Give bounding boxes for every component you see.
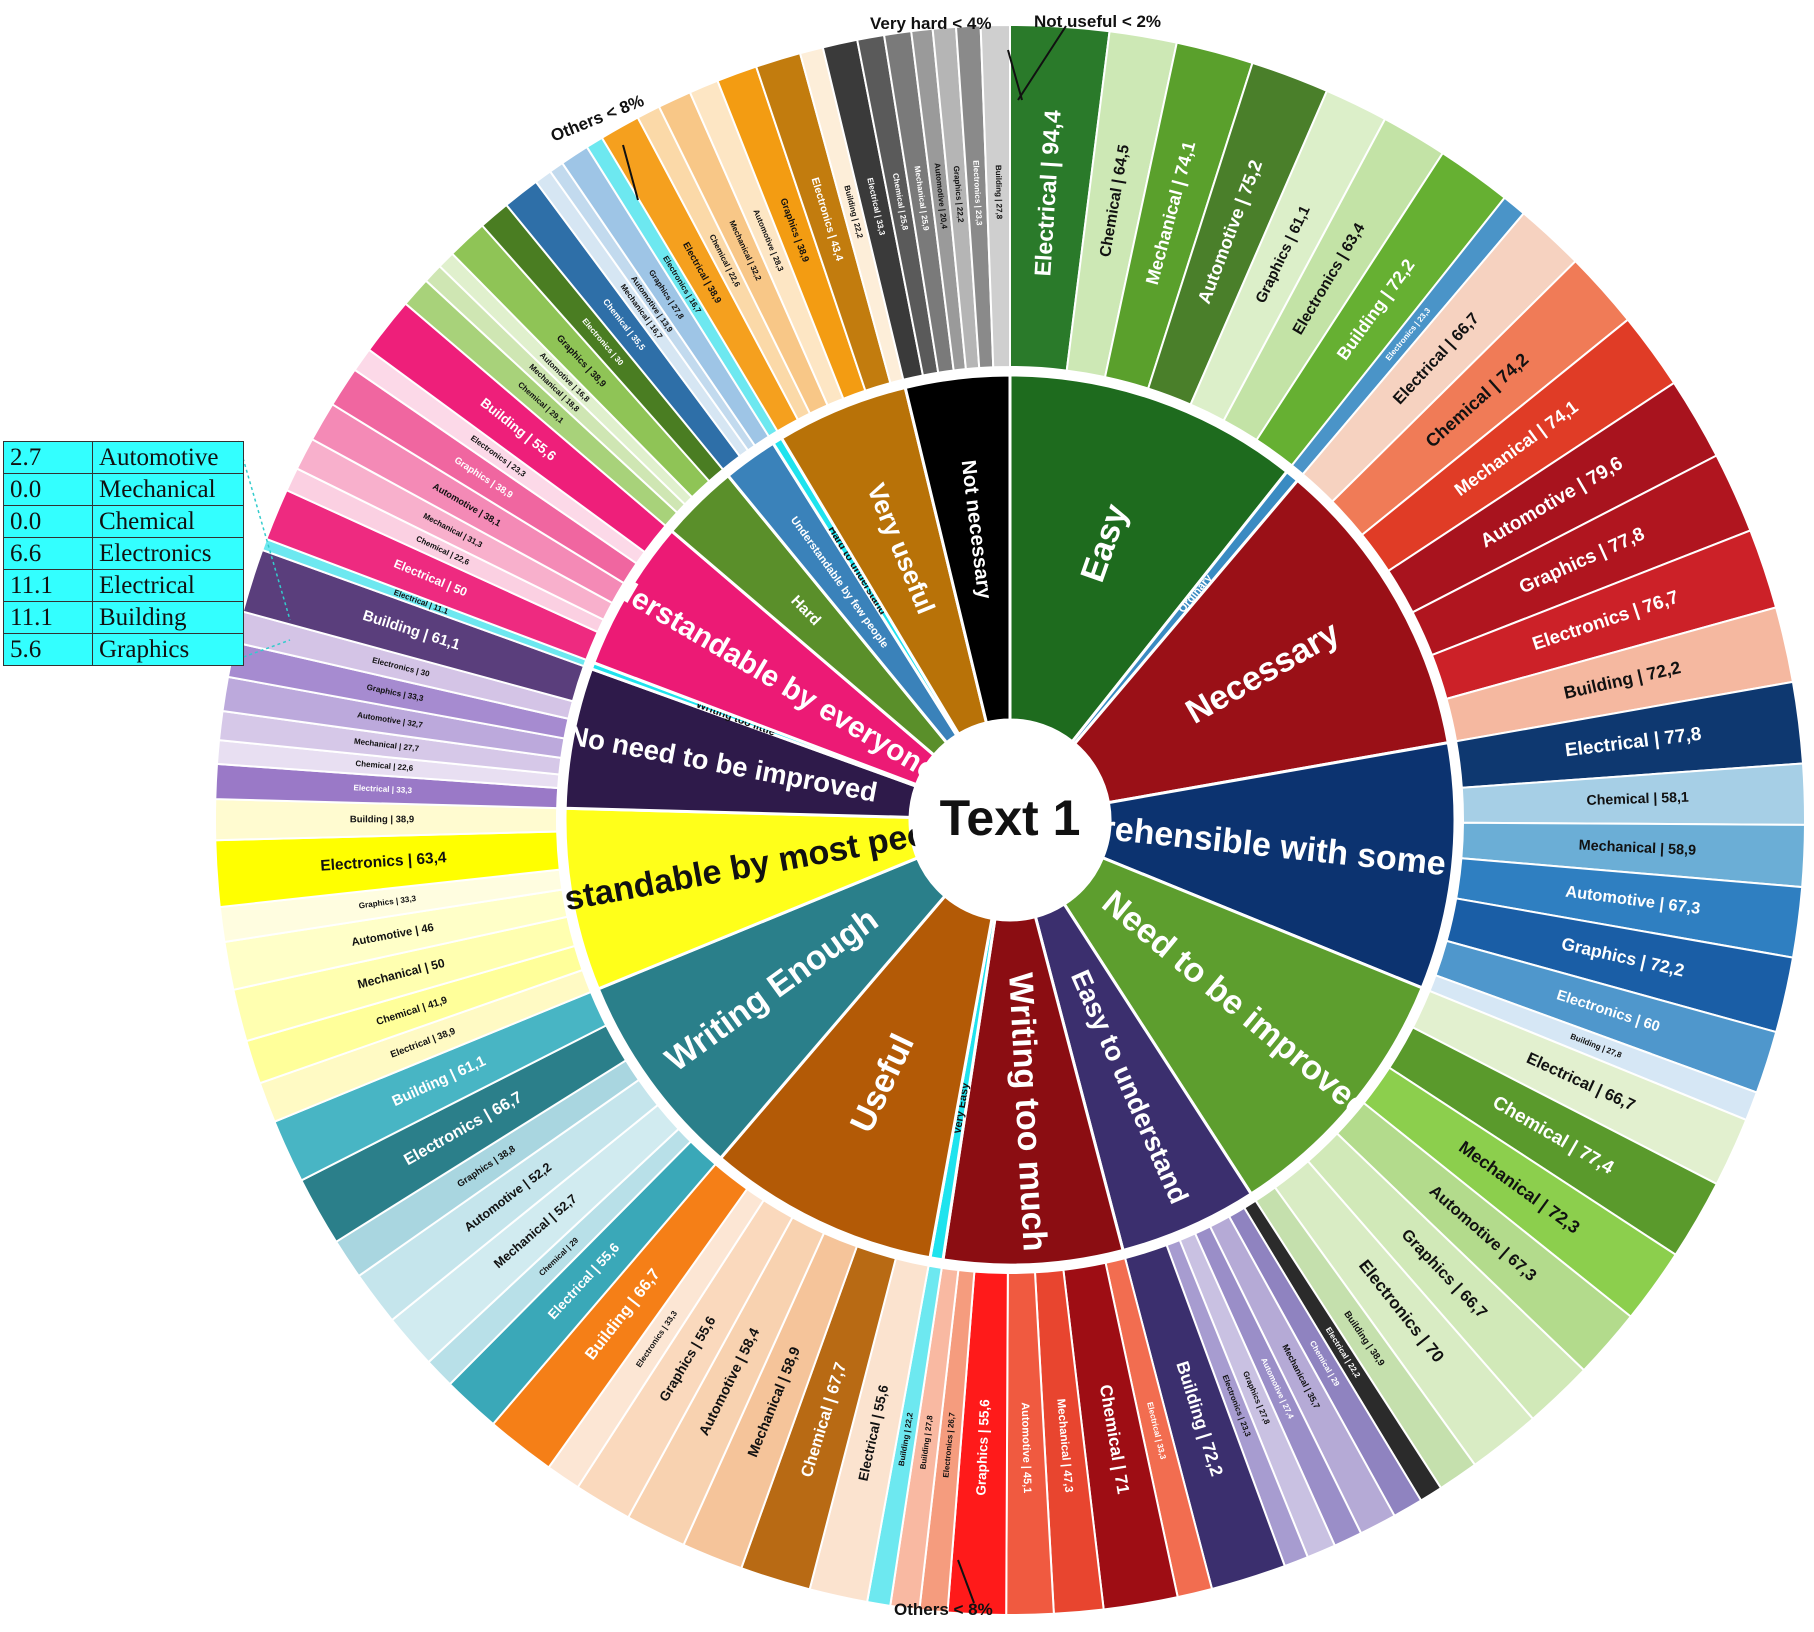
table-label: Chemical	[92, 505, 244, 538]
specialty-label: Building | 27,8	[994, 165, 1004, 220]
category-slice-easy-to-understand	[1033, 901, 1254, 1253]
category-slice-writing-enough	[596, 855, 948, 1161]
table-value: 6.6	[3, 537, 93, 570]
category-slice-need-to-be-improved	[1062, 855, 1425, 1197]
callout-not-useful: Not useful < 2%	[1034, 12, 1162, 31]
table-row: 6.6 Electronics	[3, 537, 244, 570]
table-label: Automotive	[92, 441, 244, 474]
table-row: 0.0 Chemical	[3, 505, 244, 538]
center-hole	[912, 722, 1108, 918]
table-row: 0.0 Mechanical	[3, 473, 244, 506]
table-label: Mechanical	[92, 473, 244, 506]
category-slice-comprehensible-with-some-difficulty	[1100, 740, 1457, 990]
category-slice-necessary	[1072, 478, 1450, 805]
specialty-label: Mechanical | 58,9	[1578, 838, 1696, 859]
table-row: 11.1 Building	[3, 601, 244, 634]
table-value: 0.0	[3, 505, 93, 538]
specialty-label: Electrical | 33,3	[353, 783, 412, 795]
specialty-label: Building | 38,9	[350, 814, 414, 825]
table-label: Electrical	[92, 569, 244, 602]
table-label: Building	[92, 601, 244, 634]
table-value: 2.7	[3, 441, 93, 474]
callout-lines	[237, 25, 1067, 1604]
table-value: 0.0	[3, 473, 93, 506]
category-slice-easy	[1008, 373, 1290, 744]
center-label: Text 1	[940, 790, 1081, 846]
table-value: 11.1	[3, 601, 93, 634]
category-slice-no-need-to-be-improved	[563, 666, 918, 819]
table-row: 2.7 Automotive	[3, 441, 244, 474]
table-label: Graphics	[92, 633, 244, 666]
specialty-slice-building	[979, 23, 1011, 369]
category-slice-understandable-by-most-people	[563, 806, 920, 991]
specialty-label: Graphics | 55,6	[973, 1398, 992, 1495]
table-row: 5.6 Graphics	[3, 633, 244, 666]
specialty-label: Chemical | 58,1	[1586, 790, 1689, 809]
specialty-label: Automotive | 45,1	[1019, 1402, 1033, 1493]
category-slice-writing-too-much	[941, 914, 1125, 1267]
table-label: Electronics	[92, 537, 244, 570]
specialty-label: Electronics | 23,3	[971, 160, 983, 226]
callout-others-bottom: Others < 8%	[894, 1600, 993, 1619]
table-value: 11.1	[3, 569, 93, 602]
category-slice-not-necessary	[903, 373, 1012, 725]
table-row: 11.1 Electrical	[3, 569, 244, 602]
callout-very-hard: Very hard < 4%	[870, 14, 992, 33]
breakdown-table: 2.7 Automotive 0.0 Mechanical 0.0 Chemical …	[3, 441, 244, 666]
category-slice-useful	[718, 893, 994, 1260]
table-value: 5.6	[3, 633, 93, 666]
